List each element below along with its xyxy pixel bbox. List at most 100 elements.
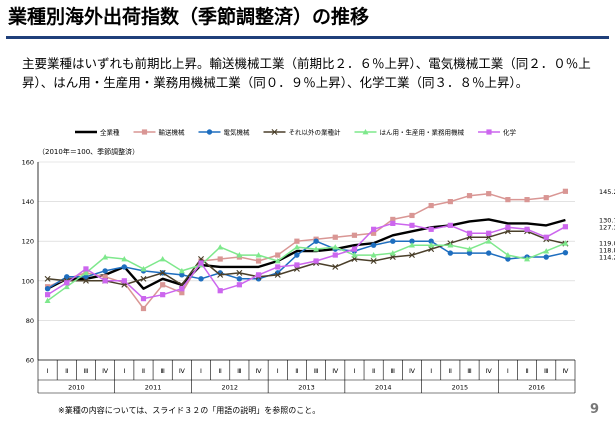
series-line: [47, 222, 566, 300]
data-point: [275, 264, 281, 270]
x-tick-quarter: Ⅰ: [47, 367, 49, 375]
chart-unit-note: （2010年＝100、季節調整済）: [38, 148, 140, 156]
data-point: [486, 129, 492, 135]
data-point: [332, 244, 339, 250]
legend-item: それ以外の業種計: [263, 128, 342, 137]
data-point: [543, 248, 550, 254]
data-point: [102, 274, 108, 280]
data-point: [64, 274, 70, 280]
data-point: [351, 252, 358, 258]
data-point: [486, 191, 492, 197]
data-point: [562, 188, 569, 194]
data-point: [562, 240, 569, 246]
data-point: [275, 252, 281, 258]
data-point: [140, 305, 147, 312]
data-point: [390, 216, 396, 223]
legend-label: それ以外の業種計: [289, 128, 342, 137]
data-point: [313, 258, 319, 264]
legend-item: 化学: [478, 128, 517, 137]
data-point: [160, 282, 166, 288]
x-tick-quarter: Ⅲ: [391, 367, 395, 375]
x-tick-year: 2016: [528, 384, 545, 392]
data-point: [351, 232, 358, 238]
data-point: [370, 252, 377, 258]
data-point: [524, 256, 531, 262]
y-tick-label: 140: [22, 198, 34, 206]
y-tick-label: 80: [26, 317, 34, 325]
x-tick-year: 2012: [222, 384, 239, 392]
data-point: [409, 222, 415, 228]
data-point: [428, 226, 434, 232]
data-point: [121, 256, 128, 262]
data-point: [44, 297, 51, 303]
x-tick-quarter: Ⅱ: [372, 367, 375, 375]
data-point: [140, 296, 147, 302]
legend-label: 全業種: [100, 128, 120, 137]
page-number: 9: [590, 402, 600, 417]
legend-label: 輸送機械: [159, 128, 186, 137]
data-point: [255, 258, 262, 264]
data-point: [160, 292, 166, 298]
data-point: [390, 238, 396, 244]
data-point: [371, 226, 377, 232]
data-point: [159, 256, 166, 262]
legend-item: 輸送機械: [133, 128, 186, 137]
y-tick-label: 120: [22, 238, 34, 246]
series-line: [47, 230, 566, 286]
data-point: [255, 252, 262, 258]
data-point: [236, 252, 243, 258]
y-tick-label: 60: [26, 357, 34, 365]
x-tick-year: 2013: [298, 384, 315, 392]
footnote: ※業種の内容については、スライド３２の「用語の説明」を参照のこと。: [58, 406, 321, 415]
x-tick-quarter: Ⅱ: [142, 367, 145, 375]
end-value-label: 130.7: [599, 217, 615, 225]
data-point: [486, 230, 492, 236]
data-point: [179, 272, 185, 278]
data-point: [409, 212, 415, 219]
data-point: [44, 292, 51, 298]
data-point: [206, 129, 213, 135]
data-point: [313, 238, 319, 244]
data-point: [217, 256, 223, 262]
data-point: [428, 202, 434, 209]
x-tick-quarter: Ⅲ: [84, 367, 88, 375]
data-point: [83, 274, 89, 280]
legend-item: はん用・生産用・業務用機械: [354, 128, 465, 137]
series-line: [47, 190, 566, 310]
end-value-label: 145.2: [599, 188, 615, 196]
data-point: [505, 224, 511, 230]
data-point: [543, 234, 549, 240]
data-point: [82, 269, 89, 276]
legend-label: 化学: [503, 128, 517, 137]
data-point: [83, 266, 89, 272]
legend-label: はん用・生産用・業務用機械: [380, 128, 465, 137]
data-point: [274, 258, 281, 264]
series-それ以外の業種計: [44, 228, 569, 288]
data-point: [332, 252, 338, 258]
y-tick-label: 100: [22, 277, 34, 285]
legend-label: 電気機械: [224, 128, 251, 137]
data-point: [371, 230, 377, 236]
data-point: [271, 129, 278, 135]
data-point: [313, 246, 320, 252]
data-point: [409, 238, 415, 244]
data-point: [390, 220, 396, 226]
x-tick-quarter: Ⅳ: [179, 367, 185, 375]
data-point: [64, 280, 70, 286]
data-point: [562, 249, 569, 256]
data-point: [102, 254, 109, 260]
data-point: [485, 238, 492, 244]
data-point: [44, 275, 51, 282]
data-point: [294, 238, 300, 244]
shipment-index-line-chart: 60 80 100 120 140 160 Ⅰ Ⅱ Ⅲ Ⅳ Ⅰ Ⅱ Ⅲ Ⅳ Ⅰ Ⅱ Ⅲ Ⅳ Ⅰ Ⅱ Ⅲ Ⅳ Ⅰ Ⅱ Ⅲ Ⅳ Ⅰ Ⅱ Ⅲ Ⅳ…: [22, 128, 615, 394]
data-point: [447, 199, 453, 205]
data-point: [447, 242, 454, 248]
data-point: [141, 129, 148, 135]
data-point: [140, 265, 147, 272]
x-tick-quarter: Ⅰ: [507, 367, 509, 375]
data-point: [179, 286, 185, 292]
data-point: [447, 250, 454, 256]
x-tick-quarter: Ⅰ: [200, 367, 202, 375]
data-point: [505, 197, 511, 203]
data-point: [140, 275, 147, 282]
